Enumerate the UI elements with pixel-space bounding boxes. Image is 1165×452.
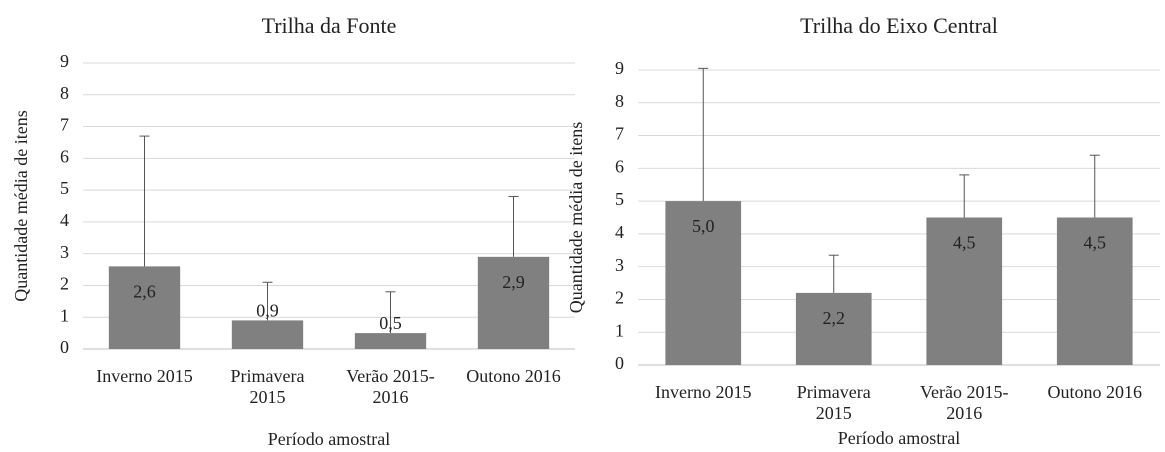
y-tick-label: 7 <box>60 115 69 135</box>
y-tick-label: 2 <box>60 274 69 294</box>
bar <box>354 333 427 349</box>
x-axis-label: Período amostral <box>838 428 960 448</box>
value-label: 0,9 <box>256 301 279 321</box>
y-tick-label: 3 <box>615 255 624 275</box>
bar <box>231 320 304 349</box>
x-tick-label: Primavera 2015 <box>230 366 305 407</box>
x-tick-label: Outono 2016 <box>1047 382 1143 402</box>
y-axis-label: Quantidade média de itens <box>11 110 31 301</box>
value-label: 2,9 <box>502 272 525 292</box>
y-tick-label: 1 <box>615 320 624 340</box>
chart-title: Trilha da Fonte <box>262 13 397 38</box>
x-tick-label: Inverno 2015 <box>655 382 752 402</box>
y-tick-label: 5 <box>615 189 624 209</box>
value-label: 4,5 <box>953 233 976 253</box>
bar <box>795 292 872 365</box>
y-tick-label: 4 <box>60 210 69 230</box>
bar <box>665 201 742 365</box>
value-label: 4,5 <box>1084 233 1107 253</box>
bar <box>926 217 1003 365</box>
y-tick-label: 6 <box>60 146 69 166</box>
y-tick-label: 6 <box>615 156 624 176</box>
y-tick-label: 9 <box>615 58 624 78</box>
chart-title: Trilha do Eixo Central <box>800 13 998 38</box>
x-tick-label: Primavera 2015 <box>796 382 871 423</box>
value-label: 2,2 <box>823 308 846 328</box>
value-label: 2,6 <box>133 282 156 302</box>
x-tick-label: Inverno 2015 <box>96 366 193 386</box>
x-axis-label: Período amostral <box>268 429 390 449</box>
bar <box>1056 217 1133 365</box>
x-tick-label: Verão 2015-2016 <box>346 366 435 407</box>
y-tick-label: 2 <box>615 288 624 308</box>
y-tick-label: 0 <box>60 337 69 357</box>
y-tick-label: 1 <box>60 305 69 325</box>
y-tick-label: 8 <box>615 91 624 111</box>
value-label: 0,5 <box>379 313 402 333</box>
y-tick-label: 5 <box>60 178 69 198</box>
x-tick-label: Outono 2016 <box>466 366 561 386</box>
y-tick-label: 7 <box>615 124 624 144</box>
y-tick-label: 9 <box>60 51 69 71</box>
bar <box>477 256 550 349</box>
value-label: 5,0 <box>692 216 715 236</box>
bar <box>108 266 181 349</box>
y-tick-label: 3 <box>60 242 69 262</box>
y-tick-label: 8 <box>60 83 69 103</box>
x-tick-label: Verão 2015-2016 <box>920 382 1009 423</box>
y-axis-label: Quantidade média de itens <box>566 122 586 313</box>
y-tick-label: 0 <box>615 353 624 373</box>
y-tick-label: 4 <box>615 222 624 242</box>
